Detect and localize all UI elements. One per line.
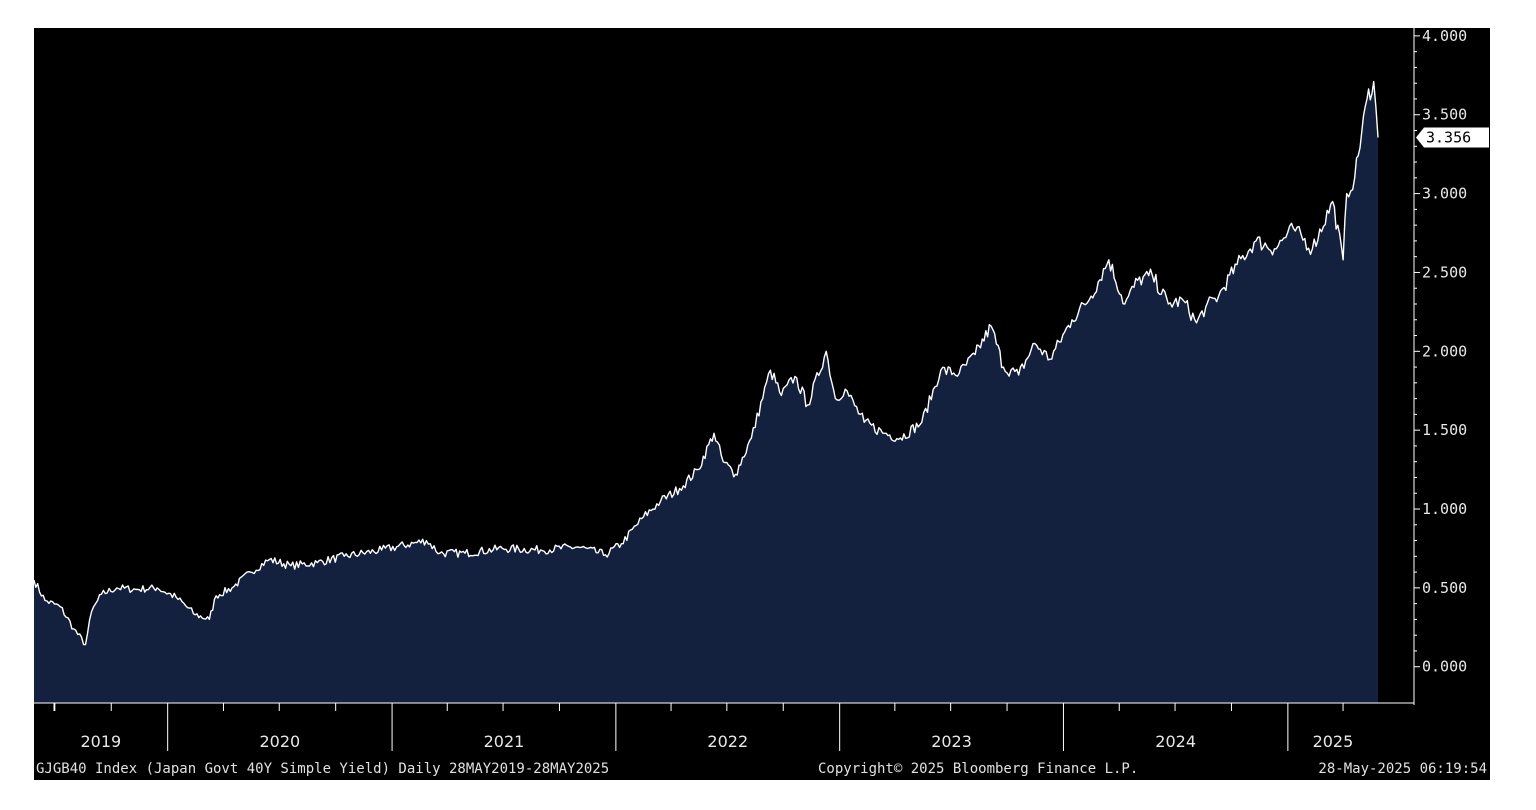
x-tick-label: 2022 (707, 732, 748, 751)
yield-area (34, 81, 1378, 704)
axes: 0.000 0.500 1.000 1.500 2.000 2.500 3.000 3.500… (34, 28, 1489, 751)
last-value-label: 3.356 (1426, 128, 1471, 146)
y-tick-label: 0.000 (1422, 658, 1467, 676)
footer-center: Copyright© 2025 Bloomberg Finance L.P. (818, 761, 1138, 777)
x-tick-label: 2025 (1313, 732, 1354, 751)
y-tick-label: 2.000 (1422, 342, 1467, 360)
x-tick-label: 2021 (484, 732, 525, 751)
x-tick-label: 2024 (1155, 732, 1196, 751)
footer-left: GJGB40 Index (Japan Govt 40Y Simple Yiel… (36, 761, 609, 777)
x-tick-label: 2019 (80, 732, 121, 751)
last-value-marker (1416, 127, 1489, 148)
chart-footer: GJGB40 Index (Japan Govt 40Y Simple Yiel… (36, 761, 1487, 777)
chart-svg: 0.000 0.500 1.000 1.500 2.000 2.500 3.000 3.500… (34, 28, 1489, 777)
y-tick-label: 2.500 (1422, 263, 1467, 281)
y-tick-label: 4.000 (1422, 28, 1467, 45)
x-tick-label: 2023 (931, 732, 972, 751)
y-tick-label: 1.500 (1422, 421, 1467, 439)
plot-area (34, 80, 1379, 704)
y-tick-label: 1.000 (1422, 500, 1467, 518)
chart-frame: 0.000 0.500 1.000 1.500 2.000 2.500 3.000 3.500… (34, 28, 1490, 780)
y-tick-label: 3.500 (1422, 106, 1467, 124)
yield-line (34, 80, 1379, 646)
y-tick-label: 3.000 (1422, 185, 1467, 203)
y-tick-label: 0.500 (1422, 579, 1467, 597)
footer-right: 28-May-2025 06:19:54 (1318, 761, 1487, 777)
x-tick-label: 2020 (260, 732, 301, 751)
